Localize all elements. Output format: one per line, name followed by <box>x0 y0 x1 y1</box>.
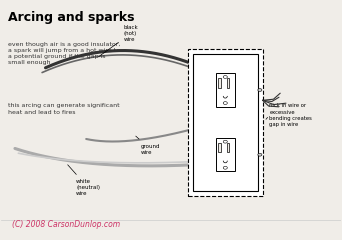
Text: ground
wire: ground wire <box>136 136 160 155</box>
Circle shape <box>223 102 227 104</box>
Bar <box>188 49 263 196</box>
Text: (C) 2008 CarsonDunlop.com: (C) 2008 CarsonDunlop.com <box>12 220 120 229</box>
Circle shape <box>258 89 262 91</box>
Text: even though air is a good insulator,
a spark will jump from a hot wire to
a pote: even though air is a good insulator, a s… <box>8 42 120 65</box>
Text: this arcing can generate significant
heat and lead to fires: this arcing can generate significant hea… <box>8 103 120 114</box>
Circle shape <box>258 153 262 156</box>
Text: white
(neutral)
wire: white (neutral) wire <box>68 165 100 196</box>
Circle shape <box>223 140 227 143</box>
Text: Arcing and sparks: Arcing and sparks <box>8 11 135 24</box>
Bar <box>219 78 221 88</box>
Bar <box>227 143 229 152</box>
Text: black
(hot)
wire: black (hot) wire <box>98 25 138 57</box>
Bar <box>193 54 258 191</box>
Bar <box>219 143 221 152</box>
Bar <box>227 78 229 88</box>
Bar <box>216 138 235 171</box>
Bar <box>216 73 235 107</box>
Circle shape <box>223 166 227 169</box>
Circle shape <box>223 76 227 78</box>
Text: nick in wire or
excessive
bending creates
gap in wire: nick in wire or excessive bending create… <box>269 103 312 127</box>
